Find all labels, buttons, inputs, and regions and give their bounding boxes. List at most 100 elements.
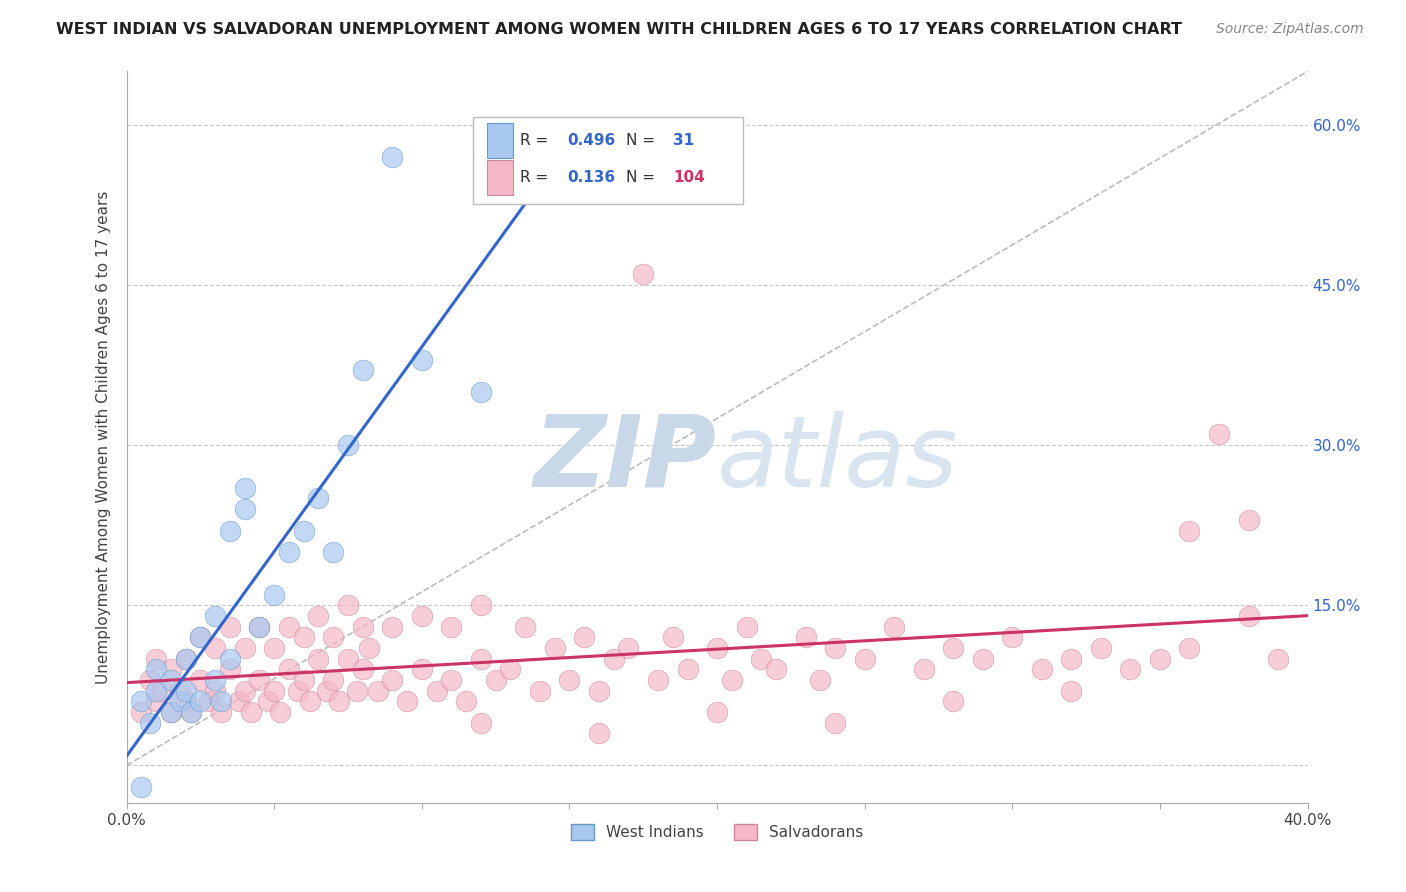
Text: Source: ZipAtlas.com: Source: ZipAtlas.com: [1216, 22, 1364, 37]
Point: [174, 651, 197, 665]
Point: [1031, 662, 1053, 676]
Point: [257, 694, 280, 708]
Point: [617, 640, 640, 655]
Point: [160, 673, 183, 687]
Point: [574, 630, 596, 644]
Point: [292, 673, 315, 687]
Point: [824, 715, 846, 730]
Point: [337, 599, 360, 613]
Point: [346, 683, 368, 698]
Point: [308, 491, 330, 506]
Point: [233, 502, 256, 516]
Point: [337, 651, 360, 665]
Point: [204, 640, 226, 655]
Point: [198, 694, 221, 708]
Point: [139, 715, 162, 730]
Point: [278, 662, 301, 676]
Point: [515, 619, 537, 633]
Point: [942, 694, 965, 708]
Text: R =: R =: [520, 133, 553, 148]
Point: [328, 694, 350, 708]
Point: [219, 662, 242, 676]
Point: [440, 619, 463, 633]
Point: [233, 481, 256, 495]
Point: [529, 683, 551, 698]
Point: [357, 640, 380, 655]
Point: [249, 673, 271, 687]
Point: [278, 545, 301, 559]
Point: [1060, 683, 1083, 698]
Text: N =: N =: [626, 169, 659, 185]
Text: 0.136: 0.136: [567, 169, 616, 185]
Point: [751, 651, 773, 665]
Point: [308, 609, 330, 624]
Point: [558, 673, 581, 687]
Point: [352, 363, 374, 377]
Point: [810, 673, 832, 687]
Point: [1267, 651, 1289, 665]
Point: [188, 694, 212, 708]
Point: [249, 619, 271, 633]
Point: [484, 673, 508, 687]
Point: [470, 599, 492, 613]
Point: [180, 705, 202, 719]
Point: [912, 662, 935, 676]
Point: [233, 683, 256, 698]
Point: [883, 619, 905, 633]
Point: [278, 619, 301, 633]
Point: [765, 662, 787, 676]
Point: [169, 694, 191, 708]
Point: [1208, 427, 1230, 442]
Point: [160, 662, 183, 676]
Point: [219, 619, 242, 633]
Point: [204, 683, 226, 698]
Point: [188, 673, 212, 687]
Point: [169, 683, 191, 698]
Point: [219, 524, 242, 538]
Point: [1060, 651, 1083, 665]
Point: [470, 384, 492, 399]
Text: 0.496: 0.496: [567, 133, 616, 148]
Point: [263, 588, 285, 602]
Point: [269, 705, 291, 719]
Point: [1178, 524, 1201, 538]
Point: [204, 673, 226, 687]
Point: [129, 694, 153, 708]
Point: [411, 662, 433, 676]
Point: [1178, 640, 1201, 655]
Text: R =: R =: [520, 169, 553, 185]
Point: [499, 662, 522, 676]
Text: 31: 31: [673, 133, 695, 148]
Point: [706, 640, 728, 655]
Point: [249, 619, 271, 633]
Point: [411, 609, 433, 624]
Point: [352, 662, 374, 676]
Point: [337, 438, 360, 452]
Point: [381, 150, 404, 164]
Point: [470, 651, 492, 665]
Point: [735, 619, 758, 633]
Point: [145, 662, 167, 676]
Point: [676, 662, 699, 676]
Text: atlas: atlas: [717, 410, 959, 508]
Point: [188, 630, 212, 644]
Point: [263, 640, 285, 655]
Point: [129, 780, 153, 794]
Text: ZIP: ZIP: [534, 410, 717, 508]
Point: [188, 630, 212, 644]
Point: [228, 694, 250, 708]
Point: [396, 694, 419, 708]
Point: [1237, 609, 1260, 624]
FancyBboxPatch shape: [472, 118, 742, 204]
Point: [160, 705, 183, 719]
Point: [588, 683, 610, 698]
Point: [308, 651, 330, 665]
Point: [287, 683, 309, 698]
Point: [1119, 662, 1142, 676]
Bar: [486, 123, 513, 159]
Point: [942, 640, 965, 655]
Point: [1149, 651, 1171, 665]
Point: [145, 651, 167, 665]
Point: [239, 705, 262, 719]
Point: [1090, 640, 1112, 655]
